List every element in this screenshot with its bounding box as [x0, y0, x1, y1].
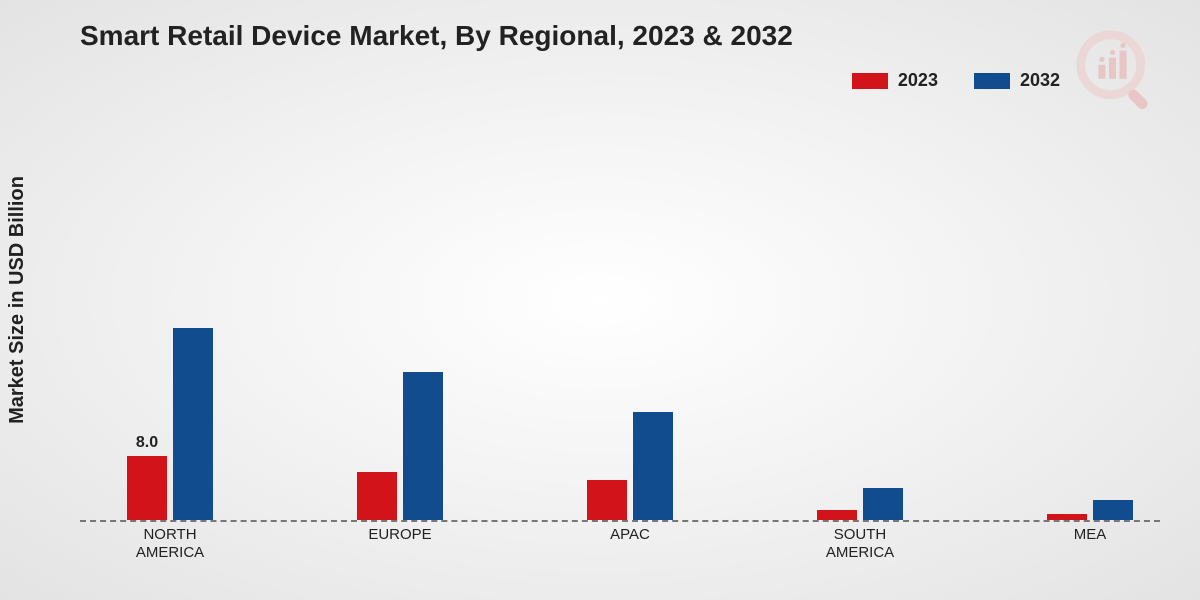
x-axis-label: NORTH AMERICA — [136, 526, 204, 562]
bar-pair: 8.0 — [127, 328, 213, 520]
bar-value-label: 8.0 — [136, 434, 158, 452]
bar-pair — [587, 412, 673, 520]
logo-watermark-icon — [1072, 26, 1160, 114]
x-axis-label: APAC — [610, 526, 650, 544]
legend: 2023 2032 — [852, 70, 1060, 91]
bar-2023 — [817, 510, 857, 520]
bar-2023 — [1047, 514, 1087, 520]
x-axis-label: EUROPE — [368, 526, 431, 544]
bar-2032 — [403, 372, 443, 520]
chart-baseline — [80, 520, 1160, 522]
bar-pair — [817, 488, 903, 520]
bar-2023 — [357, 472, 397, 520]
bar-pair — [357, 372, 443, 520]
chart-plot-area: 8.0NORTH AMERICAEUROPEAPACSOUTH AMERICAM… — [80, 120, 1160, 520]
page-title: Smart Retail Device Market, By Regional,… — [80, 20, 793, 52]
bar-group: EUROPE — [320, 120, 480, 520]
legend-swatch-2023 — [852, 73, 888, 89]
bar-2032 — [1093, 500, 1133, 520]
bar-group: APAC — [550, 120, 710, 520]
bar-2023 — [587, 480, 627, 520]
bar-pair — [1047, 500, 1133, 520]
legend-label-2032: 2032 — [1020, 70, 1060, 91]
legend-item-2023: 2023 — [852, 70, 938, 91]
legend-item-2032: 2032 — [974, 70, 1060, 91]
legend-swatch-2032 — [974, 73, 1010, 89]
bar-2032 — [863, 488, 903, 520]
bar-group: 8.0NORTH AMERICA — [90, 120, 250, 520]
bar-2032 — [173, 328, 213, 520]
bar-2032 — [633, 412, 673, 520]
bar-group: SOUTH AMERICA — [780, 120, 940, 520]
legend-label-2023: 2023 — [898, 70, 938, 91]
x-axis-label: MEA — [1074, 526, 1107, 544]
y-axis-label: Market Size in USD Billion — [6, 176, 29, 424]
bar-2023: 8.0 — [127, 456, 167, 520]
x-axis-label: SOUTH AMERICA — [826, 526, 894, 562]
bar-group: MEA — [1010, 120, 1170, 520]
